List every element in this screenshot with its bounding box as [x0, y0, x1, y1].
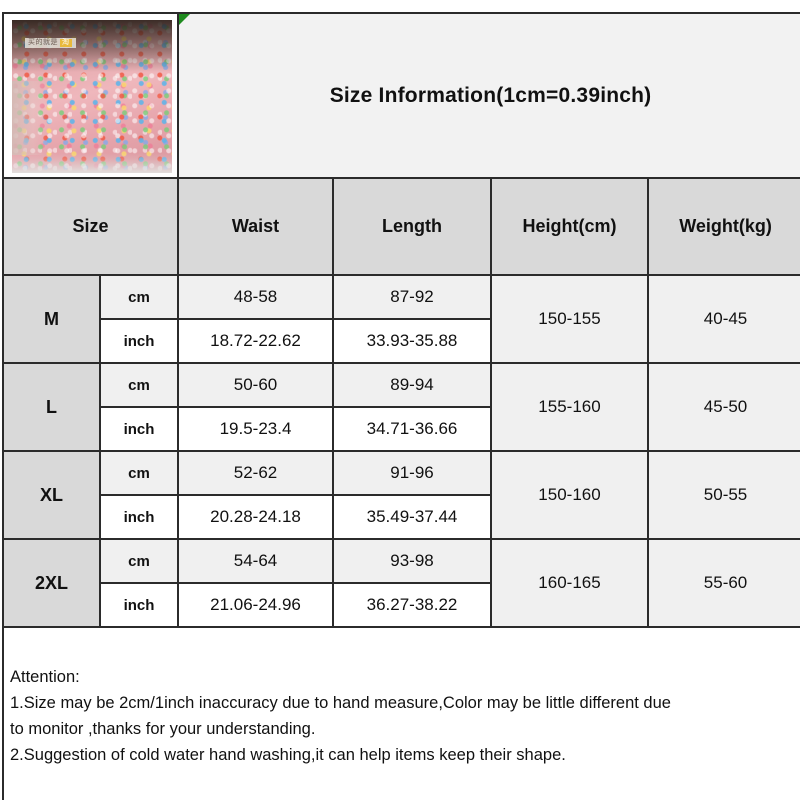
product-photo: 买的就是淘: [12, 20, 172, 173]
waist-cm-value: 48-58: [177, 274, 334, 320]
size-label: XL: [2, 450, 101, 540]
table-row: inch 20.28-24.18 35.49-37.44: [3, 494, 800, 540]
size-label: M: [2, 274, 101, 364]
table-row: inch 18.72-22.62 33.93-35.88: [3, 318, 800, 364]
title-cell: Size Information(1cm=0.39inch): [176, 12, 800, 179]
attention-row: Attention: 1.Size may be 2cm/1inch inacc…: [1, 626, 800, 800]
green-corner-marker-icon: [179, 14, 190, 25]
header-row: Size Waist Length Height(cm) Weight(kg): [2, 177, 800, 276]
watermark-text: 买的就是: [28, 39, 58, 46]
length-cm-value: 87-92: [332, 274, 492, 320]
length-inch-value: 34.71-36.66: [332, 406, 492, 452]
table-row: XL cm 52-62 91-96 150-160 50-55: [2, 450, 800, 540]
attention-line-1: 1.Size may be 2cm/1inch inaccuracy due t…: [10, 694, 671, 712]
header-size: Size: [2, 177, 179, 276]
watermark-badge: 淘: [60, 39, 72, 47]
attention-heading: Attention:: [10, 668, 80, 686]
unit-label-inch: inch: [99, 406, 179, 452]
waist-cm-value: 52-62: [177, 450, 334, 496]
header-waist: Waist: [177, 177, 334, 276]
photo-shadow-bottom: [12, 153, 172, 173]
table-row: 2XL cm 54-64 93-98 160-165 55-60: [2, 538, 800, 628]
header-length: Length: [332, 177, 492, 276]
waist-inch-value: 21.06-24.96: [177, 582, 334, 628]
height-value: 150-155: [490, 274, 649, 364]
unit-label-inch: inch: [99, 494, 179, 540]
weight-value: 40-45: [646, 274, 800, 364]
header-weight: Weight(kg): [646, 177, 800, 276]
table-row: M cm 48-58 87-92 150-155 40-45: [2, 274, 800, 364]
product-photo-cell: 买的就是淘: [2, 12, 179, 179]
waist-inch-value: 19.5-23.4: [177, 406, 334, 452]
header-height: Height(cm): [490, 177, 649, 276]
length-cm-value: 93-98: [332, 538, 492, 584]
attention-line-2: to monitor ,thanks for your understandin…: [10, 720, 316, 738]
table-row: L cm 50-60 89-94 155-160 45-50: [2, 362, 800, 452]
weight-value: 50-55: [646, 450, 800, 540]
size-label: L: [2, 362, 101, 452]
height-value: 155-160: [490, 362, 649, 452]
height-value: 160-165: [490, 538, 649, 628]
photo-shadow-left: [12, 81, 48, 155]
attention-cell: Attention: 1.Size may be 2cm/1inch inacc…: [1, 626, 800, 800]
length-inch-value: 35.49-37.44: [332, 494, 492, 540]
waist-cm-value: 54-64: [177, 538, 334, 584]
attention-line-3: 2.Suggestion of cold water hand washing,…: [10, 746, 566, 764]
unit-label-cm: cm: [99, 274, 179, 320]
size-label: 2XL: [2, 538, 101, 628]
unit-label-inch: inch: [99, 318, 179, 364]
page-title: Size Information(1cm=0.39inch): [329, 83, 652, 107]
length-inch-value: 33.93-35.88: [332, 318, 492, 364]
height-value: 150-160: [490, 450, 649, 540]
unit-label-cm: cm: [99, 450, 179, 496]
unit-label-inch: inch: [99, 582, 179, 628]
weight-value: 55-60: [646, 538, 800, 628]
length-cm-value: 91-96: [332, 450, 492, 496]
waist-inch-value: 18.72-22.62: [177, 318, 334, 364]
photo-watermark: 买的就是淘: [25, 38, 76, 48]
table-row: inch 21.06-24.96 36.27-38.22: [3, 582, 800, 628]
size-information-table: 买的就是淘 Size Information(1cm=0.39inch) Siz…: [1, 12, 800, 800]
waist-cm-value: 50-60: [177, 362, 334, 408]
waist-inch-value: 20.28-24.18: [177, 494, 334, 540]
length-cm-value: 89-94: [332, 362, 492, 408]
length-inch-value: 36.27-38.22: [332, 582, 492, 628]
unit-label-cm: cm: [99, 362, 179, 408]
weight-value: 45-50: [646, 362, 800, 452]
banner-row: 买的就是淘 Size Information(1cm=0.39inch): [2, 12, 800, 179]
unit-label-cm: cm: [99, 538, 179, 584]
table-row: inch 19.5-23.4 34.71-36.66: [3, 406, 800, 452]
